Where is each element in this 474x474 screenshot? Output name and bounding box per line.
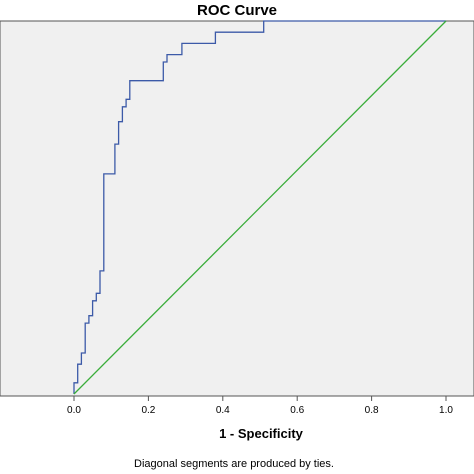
roc-curve-line bbox=[73, 20, 446, 394]
plot-area bbox=[0, 20, 474, 397]
x-tick-label: 0.0 bbox=[67, 405, 81, 416]
x-tick-label: 0.6 bbox=[290, 405, 304, 416]
reference-diagonal-line bbox=[73, 20, 447, 395]
x-tick-label: 0.2 bbox=[141, 405, 155, 416]
x-tick-label: 1.0 bbox=[439, 405, 453, 416]
x-axis-label: 1 - Specificity bbox=[219, 426, 304, 441]
chart-footnote: Diagonal segments are produced by ties. bbox=[134, 458, 334, 470]
chart-title: ROC Curve bbox=[197, 2, 277, 19]
x-tick-label: 0.8 bbox=[365, 405, 379, 416]
series-layer bbox=[73, 20, 447, 395]
x-tick-label: 0.4 bbox=[216, 405, 230, 416]
x-axis: 0.0 0.2 0.4 0.6 0.8 1.0 bbox=[67, 396, 453, 416]
